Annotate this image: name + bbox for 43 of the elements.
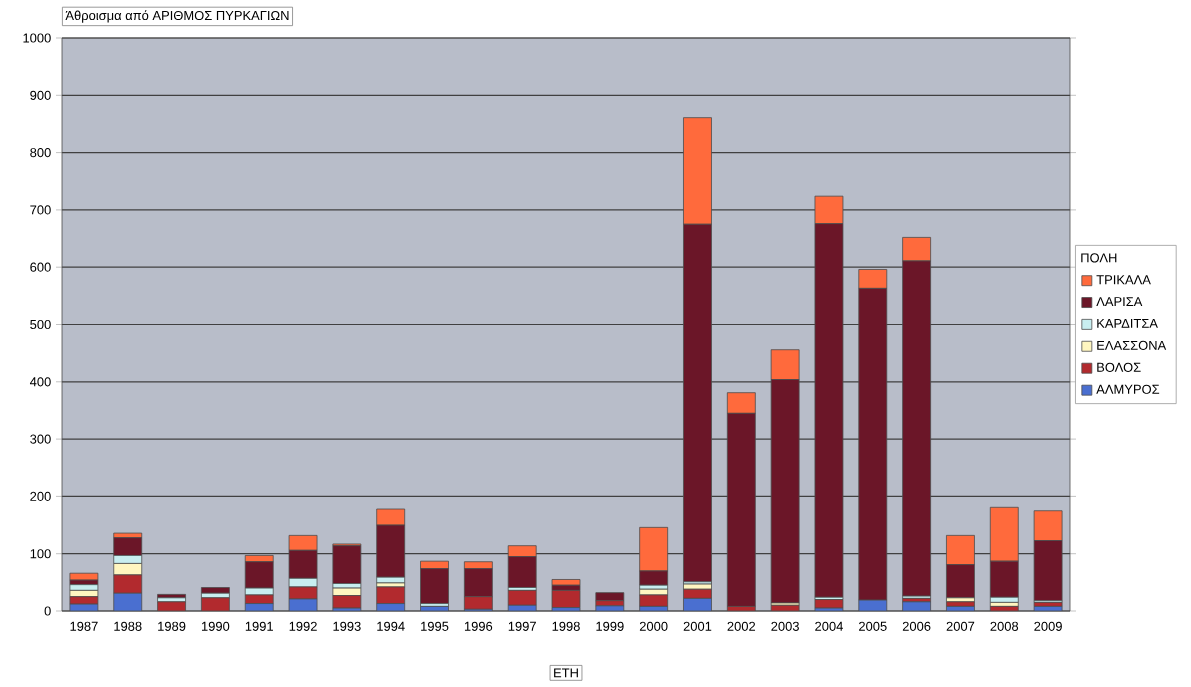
y-tick-label: 100 (30, 549, 51, 559)
x-tick-label: 2003 (771, 621, 799, 631)
y-tick-label: 900 (30, 90, 51, 100)
x-tick-label: 1993 (333, 621, 361, 631)
legend-label: ΕΛΑΣΣΟΝΑ (1097, 340, 1167, 350)
y-tick-label: 200 (30, 491, 51, 501)
x-tick-label: 2006 (902, 621, 931, 631)
y-tick-label: 400 (29, 377, 51, 387)
legend-label: ΚΑΡΔΙΤΣΑ (1097, 318, 1158, 328)
x-axis-title: ΕΤΗ (554, 668, 578, 678)
x-tick-label: 2002 (727, 621, 756, 631)
x-tick-label: 1989 (158, 621, 186, 631)
x-tick-label: 2001 (683, 621, 712, 631)
x-tick-label: 1994 (377, 621, 405, 631)
y-tick-label: 300 (30, 434, 51, 444)
legend-label: ΤΡΙΚΑΛΑ (1096, 275, 1151, 285)
x-tick-label: 1998 (552, 621, 580, 631)
x-tick-label: 2008 (990, 621, 1019, 631)
x-tick-label: 2000 (639, 621, 668, 631)
x-tick-label: 1987 (70, 621, 98, 631)
x-tick-label: 1990 (201, 621, 230, 631)
legend-title: ΠΟΛΗ (1081, 253, 1117, 263)
legend-label: ΒΟΛΟΣ (1097, 362, 1141, 372)
x-tick-label: 1991 (245, 621, 273, 631)
x-tick-label: 1997 (508, 621, 536, 631)
x-tick-label: 1988 (114, 621, 142, 631)
legend-label: ΑΛΜΥΡΟΣ (1096, 384, 1160, 394)
y-tick-label: 500 (30, 319, 51, 330)
x-tick-label: 2007 (946, 621, 975, 631)
y-tick-label: 1000 (23, 33, 51, 43)
x-tick-label: 1992 (289, 621, 317, 631)
y-tick-label: 600 (30, 262, 51, 272)
y-tick-label: 700 (30, 205, 51, 215)
x-tick-label: 2005 (859, 621, 887, 631)
x-tick-label: 2009 (1034, 621, 1062, 631)
legend-label: ΛΑΡΙΣΑ (1096, 297, 1143, 307)
y-tick-label: 0 (44, 606, 51, 616)
x-tick-label: 1995 (421, 621, 449, 631)
y-tick-label: 800 (30, 148, 51, 158)
x-tick-label: 1996 (464, 621, 493, 631)
chart-title: Άθροισμα από ΑΡΙΘΜΟΣ ΠΥΡΚΑΓΙΩΝ (65, 10, 289, 23)
x-tick-label: 1999 (596, 621, 624, 631)
x-tick-label: 2004 (815, 621, 843, 631)
